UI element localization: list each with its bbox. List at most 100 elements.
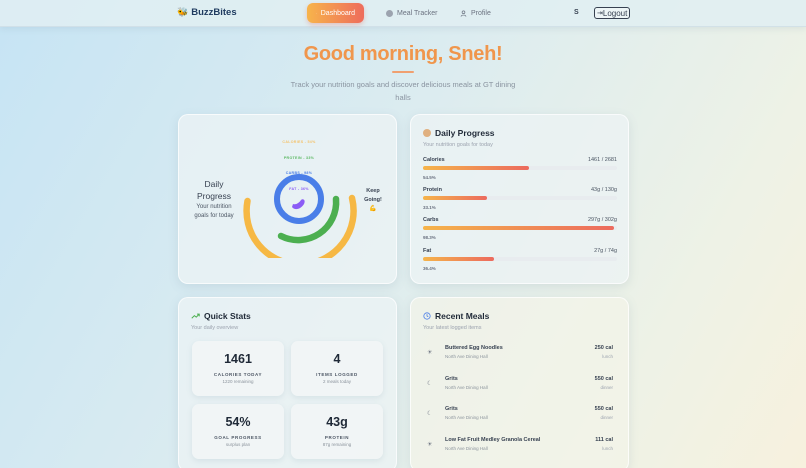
progress-percent: 33.1% [423,205,436,210]
meals-card-subtitle: Your latest logged items [423,325,482,331]
meal-list-item[interactable]: ☀ Low Fat Fruit Medley Granola Cereal No… [423,437,617,457]
stat-label: GOAL PROGRESS [214,435,262,440]
fat-ring [292,199,305,210]
stats-card-subtitle: Your daily overview [191,325,239,331]
meal-calories: 250 cal [594,345,613,351]
progress-row-protein: Protein 43g / 130g 33.1% [423,187,617,210]
stat-goal-progress: 54% GOAL PROGRESS surplus plan [192,404,284,459]
brand-logo[interactable]: 🐝 BuzzBites [177,7,237,18]
progress-label: Calories [423,157,445,163]
top-navbar: 🐝 BuzzBites Dashboard Meal Tracker Profi… [0,0,806,27]
progress-label: Carbs [423,217,439,223]
progress-track [423,257,617,261]
user-icon [460,9,467,17]
meal-calories: 111 cal [595,437,613,443]
stat-label: ITEMS LOGGED [316,372,358,377]
recent-meals-card: Recent Meals Your latest logged items ☀ … [410,297,629,468]
stat-calories-today: 1461 CALORIES TODAY 1220 remaining [192,341,284,396]
progress-card-subtitle: Your nutrition goals for today [423,142,493,148]
progress-value: 297g / 302g [587,217,617,223]
user-initial[interactable]: S [574,9,579,16]
nav-dashboard-label: Dashboard [320,9,355,17]
meal-calories: 550 cal [594,406,613,412]
nav-meal-tracker-label: Meal Tracker [397,9,438,17]
stat-protein: 43g PROTEIN 87g remaining [291,404,383,459]
meal-name: Buttered Egg Noodles [445,345,503,351]
meal-name: Low Fat Fruit Medley Granola Cereal [445,437,541,443]
progress-fill [423,166,529,170]
meal-type: lunch [602,446,613,451]
home-icon [316,12,317,14]
progress-card-header: Daily Progress [423,128,495,138]
ring-progress-card: Daily Progress Your nutrition goals for … [178,114,397,284]
meals-card-title: Recent Meals [435,311,490,321]
meal-location: North Ave Dining Hall [445,415,488,420]
progress-label: Protein [423,187,442,193]
greeting-title: Good morning, Sneh! [303,43,503,65]
circle-icon [386,9,393,17]
clock-icon [423,312,431,320]
nav-meal-tracker[interactable]: Meal Tracker [377,3,446,23]
keep-going-label: Keep Going! [364,188,382,203]
progress-dot-icon [423,129,431,137]
flexed-arm-icon: 💪 [369,206,377,212]
meals-card-header: Recent Meals [423,311,489,321]
stat-value: 54% [225,415,251,429]
progress-value: 43g / 130g [591,187,617,193]
progress-value: 1461 / 2681 [587,157,617,163]
progress-fill [423,226,614,230]
progress-row-calories: Calories 1461 / 2681 54.5% [423,157,617,180]
title-underline [392,71,414,73]
stat-value: 4 [333,352,341,366]
progress-percent: 36.4% [423,266,436,271]
meal-name: Grits [445,406,458,412]
logout-label: Logout [602,8,628,18]
meal-list-item[interactable]: ☾ Grits North Ave Dining Hall 550 cal di… [423,406,617,426]
moon-icon: ☾ [427,381,433,387]
encouragement-text: Keep Going! 💪 [362,187,384,214]
trending-up-icon [191,313,200,319]
protein-ring [277,195,340,244]
ring-caption: Daily Progress Your nutrition goals for … [189,178,239,221]
progress-track [423,166,617,170]
stat-sub: 87g remaining [322,442,352,447]
meal-type: lunch [602,354,613,359]
meal-location: North Ave Dining Hall [445,446,488,451]
nav-profile-label: Profile [471,9,491,17]
stat-value: 1461 [224,352,252,366]
progress-row-carbs: Carbs 297g / 302g 98.3% [423,217,617,240]
bee-icon: 🐝 [177,7,189,17]
meal-type: dinner [600,385,613,390]
progress-track [423,196,617,200]
stat-sub: 2 meals today [322,379,351,384]
stat-items-logged: 4 ITEMS LOGGED 2 meals today [291,341,383,396]
carbs-ring-label: CARBS - 98% [286,171,313,175]
meal-name: Grits [445,376,458,382]
stat-value: 43g [326,415,348,429]
stat-label: PROTEIN [324,435,350,440]
daily-progress-card: Daily Progress Your nutrition goals for … [410,114,629,284]
stats-card-header: Quick Stats [191,311,251,321]
progress-fill [423,257,494,261]
nav-profile[interactable]: Profile [451,3,500,23]
progress-label: Fat [423,248,432,254]
quick-stats-card: Quick Stats Your daily overview 1461 CAL… [178,297,397,468]
progress-card-title: Daily Progress [435,128,495,138]
logout-button[interactable]: ⇥ Logout [594,7,631,19]
progress-fill [423,196,488,200]
stat-sub: 1220 remaining [222,379,254,384]
meal-list-item[interactable]: ☀ Buttered Egg Noodles North Ave Dining … [423,345,617,365]
progress-row-fat: Fat 27g / 74g 36.4% [423,248,617,271]
nutrition-rings-chart: CALORIES - 54% PROTEIN - 33% CARBS - 98%… [243,140,357,258]
brand-name: BuzzBites [191,7,237,18]
moon-icon: ☾ [427,411,433,417]
carbs-ring [274,174,324,224]
progress-value: 27g / 74g [594,248,617,254]
sun-icon: ☀ [427,350,433,356]
meal-list-item[interactable]: ☾ Grits North Ave Dining Hall 550 cal di… [423,376,617,396]
stat-sub: surplus plan [225,442,251,447]
calories-ring-label: CALORIES - 54% [282,140,316,144]
nav-dashboard[interactable]: Dashboard [307,3,364,23]
sun-icon: ☀ [427,442,433,448]
stats-card-title: Quick Stats [204,311,251,321]
